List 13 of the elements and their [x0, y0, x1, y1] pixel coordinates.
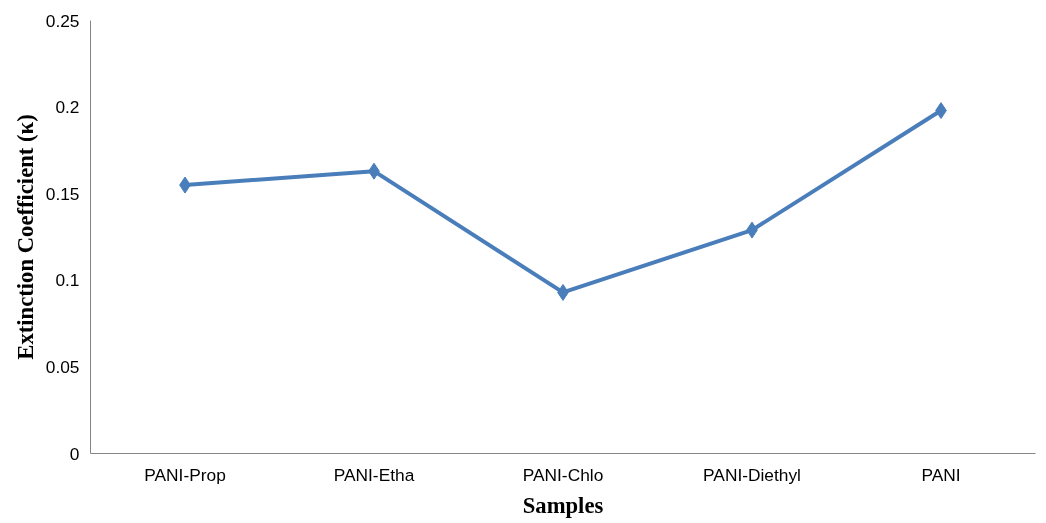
- y-tick-label: 0.25: [45, 10, 80, 31]
- x-tick-label: PANI-Etha: [333, 464, 415, 485]
- x-tick-label: PANI-Chlo: [522, 464, 604, 485]
- y-tick-label: 0: [69, 443, 80, 464]
- y-tick-label: 0.2: [55, 97, 80, 118]
- x-tick-label: PANI-Diethyl: [703, 464, 801, 485]
- y-tick-label: 0.1: [55, 270, 80, 291]
- y-tick-label: 0.15: [45, 183, 80, 204]
- y-tick-label: 0.05: [45, 356, 80, 377]
- y-axis-title: Extinction Coefficient (κ): [12, 114, 38, 360]
- x-axis-title: Samples: [522, 492, 604, 518]
- x-tick-label: PANI: [921, 464, 961, 485]
- x-tick-label: PANI-Prop: [144, 464, 226, 485]
